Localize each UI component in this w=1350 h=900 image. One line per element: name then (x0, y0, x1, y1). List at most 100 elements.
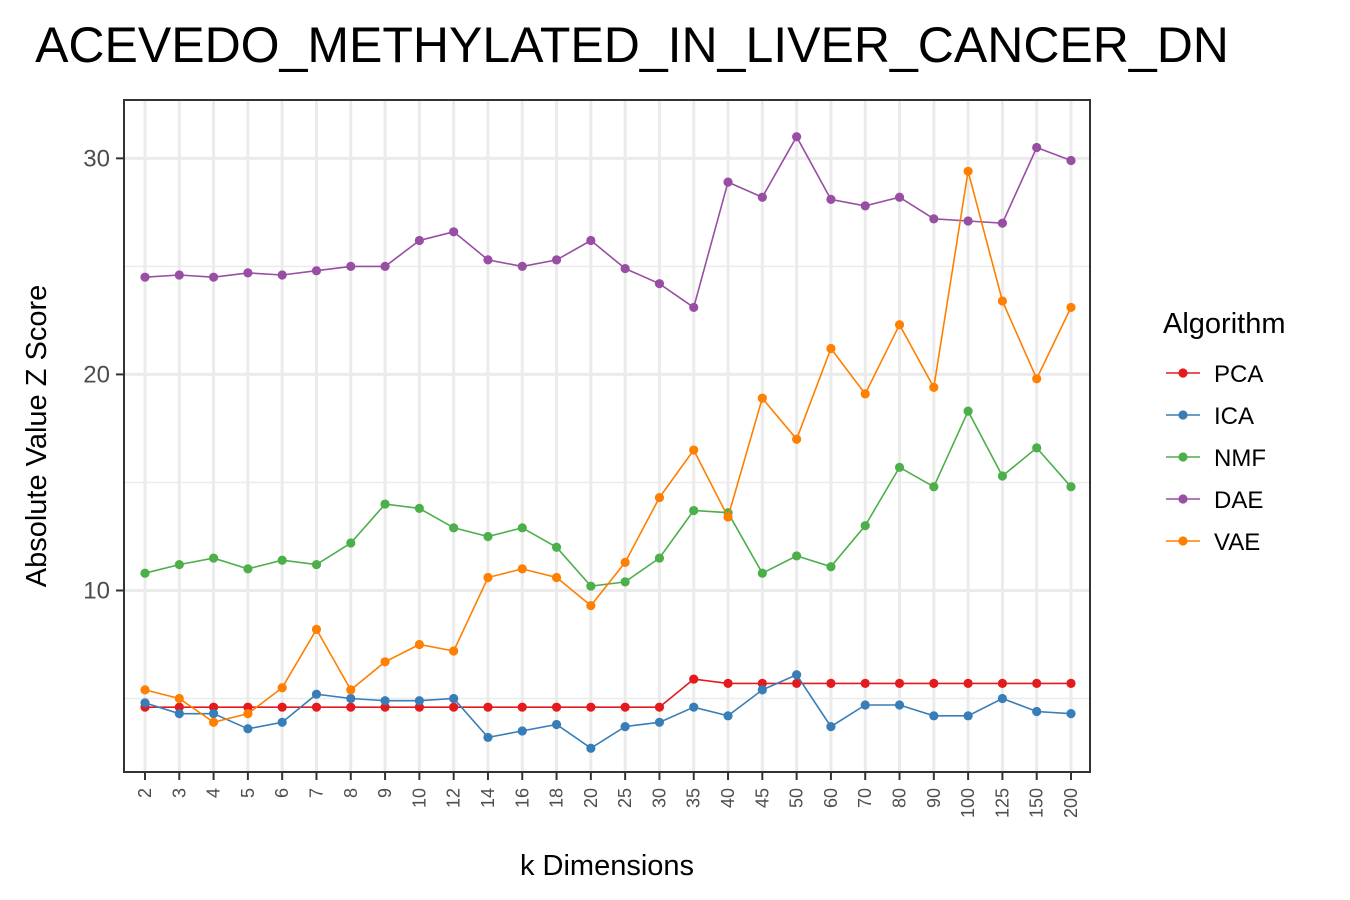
data-point (894, 462, 905, 472)
x-tick-label: 8 (341, 788, 361, 798)
x-tick-label: 80 (890, 788, 910, 808)
data-point (997, 296, 1008, 306)
data-point (963, 711, 973, 721)
data-point (551, 255, 562, 265)
data-point (208, 272, 219, 282)
chart-title: ACEVEDO_METHYLATED_IN_LIVER_CANCER_DN (35, 17, 1229, 73)
data-point (1066, 155, 1076, 166)
data-point (586, 702, 596, 712)
data-point (380, 499, 390, 509)
series-line-vae (144, 171, 1072, 724)
x-tick-label: 7 (306, 788, 326, 798)
series-line-pca (145, 678, 1071, 709)
x-tick-label: 20 (581, 788, 601, 808)
x-tick-label: 30 (649, 788, 669, 808)
data-point (243, 564, 253, 574)
data-point (654, 702, 665, 712)
legend-marker (1178, 368, 1188, 378)
data-point (929, 214, 939, 224)
data-point (140, 272, 150, 282)
data-point (380, 696, 390, 706)
data-point (208, 709, 219, 719)
data-point (140, 685, 150, 695)
legend-item-vae: VAE (1166, 529, 1260, 556)
data-point (894, 700, 905, 710)
data-point (894, 192, 905, 202)
data-point (997, 218, 1008, 228)
data-point (792, 678, 802, 689)
x-tick-label: 10 (409, 788, 429, 808)
data-point (1032, 706, 1042, 717)
data-point (311, 702, 322, 712)
data-point (1032, 142, 1042, 153)
x-tick-label: 3 (169, 788, 189, 798)
data-point (174, 270, 184, 280)
data-point (346, 261, 356, 271)
legend-marker (1178, 494, 1188, 504)
data-point (689, 445, 699, 455)
data-point (174, 702, 184, 712)
y-tick-label: 20 (83, 361, 110, 388)
y-tick-label: 30 (83, 145, 110, 172)
data-point (1032, 443, 1042, 453)
x-tick-label: 40 (718, 788, 738, 808)
data-point (654, 492, 665, 503)
data-point (963, 406, 973, 416)
data-point (929, 482, 939, 492)
data-point (929, 711, 939, 721)
data-point (208, 553, 219, 563)
data-point (620, 577, 630, 587)
data-point (517, 702, 527, 712)
data-point (1066, 678, 1076, 689)
data-point (654, 553, 665, 563)
data-point (792, 132, 802, 142)
data-point (449, 227, 459, 237)
data-point (929, 382, 939, 392)
data-point (654, 279, 665, 289)
data-point (997, 678, 1008, 689)
data-point (517, 564, 527, 574)
x-tick-label: 9 (375, 788, 395, 798)
data-point (894, 320, 905, 330)
data-point (551, 542, 562, 552)
legend-label: NMF (1214, 445, 1266, 472)
legend-label: PCA (1214, 361, 1263, 388)
x-tick-label: 12 (444, 788, 464, 808)
data-point (963, 166, 973, 176)
legend-item-nmf: NMF (1166, 445, 1266, 472)
data-point (414, 696, 424, 706)
data-point (689, 505, 699, 516)
data-point (311, 266, 322, 276)
legend-label: DAE (1214, 487, 1263, 514)
plot-border (123, 99, 1091, 773)
x-tick-label: 35 (684, 788, 704, 808)
x-tick-label: 18 (547, 788, 567, 808)
x-tick-label: 16 (512, 788, 532, 808)
x-axis-title: k Dimensions (520, 850, 694, 882)
x-tick-label: 5 (238, 788, 258, 798)
x-tick-label: 100 (958, 788, 978, 818)
data-point (551, 702, 562, 712)
data-point (723, 512, 733, 522)
legend-label: VAE (1214, 529, 1260, 556)
data-point (243, 268, 253, 278)
data-point (757, 192, 767, 202)
y-tick-label: 10 (83, 577, 110, 604)
data-point (997, 471, 1008, 481)
x-tick-label: 70 (855, 788, 875, 808)
series-layer (140, 132, 1076, 753)
data-point (174, 559, 184, 570)
data-point (414, 235, 424, 246)
data-point (414, 639, 424, 650)
data-point (380, 702, 390, 712)
data-point (620, 702, 630, 712)
series-line-dae (144, 135, 1072, 309)
series-line-ica (144, 673, 1072, 750)
data-point (860, 700, 870, 710)
legend: Algorithm PCA ICA NMF DAE VAE (1163, 308, 1286, 556)
data-point (826, 562, 836, 572)
data-point (483, 572, 493, 583)
legend-marker (1178, 452, 1188, 462)
